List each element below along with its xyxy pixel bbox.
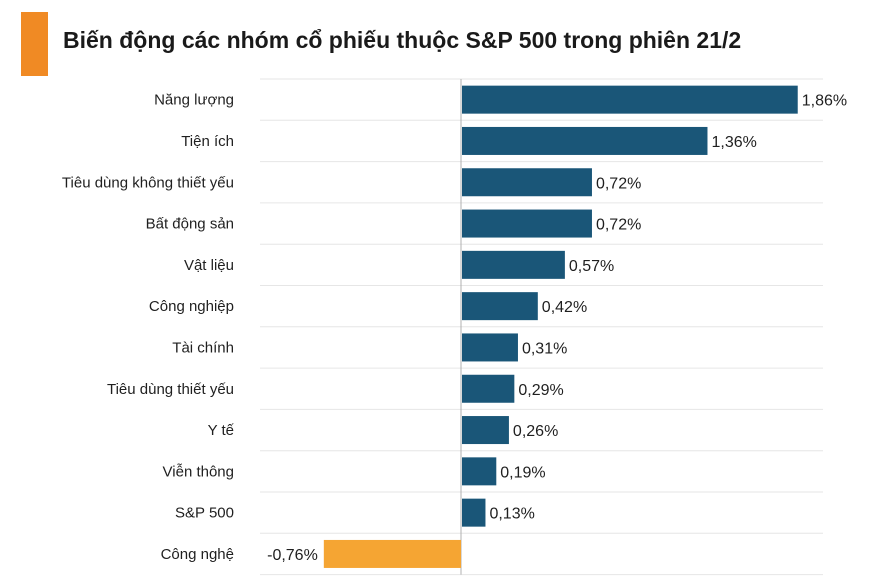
bar xyxy=(462,457,497,486)
category-label: Tiêu dùng không thiết yếu xyxy=(62,174,234,191)
data-label: 0,57% xyxy=(569,258,614,275)
category-label: Công nghệ xyxy=(161,546,234,563)
bar xyxy=(462,374,515,403)
bar xyxy=(462,85,798,114)
bars xyxy=(323,85,798,568)
labels: Năng lượng 1,86% Tiện ích 1,36% Tiêu dùng kh… xyxy=(62,92,847,564)
bar xyxy=(462,126,708,155)
data-label: 0,31% xyxy=(522,340,567,357)
bar xyxy=(462,250,565,279)
bar xyxy=(462,168,592,197)
category-label: Tiện ích xyxy=(181,133,234,150)
data-label: -0,76% xyxy=(267,547,318,564)
category-label: Bất động sản xyxy=(146,216,234,233)
data-label: 0,42% xyxy=(542,299,587,316)
category-label: Năng lượng xyxy=(154,92,234,109)
data-label: 0,13% xyxy=(489,506,534,523)
bar xyxy=(462,292,538,321)
category-label: Viễn thông xyxy=(163,463,234,480)
category-label: S&P 500 xyxy=(175,505,234,522)
bar xyxy=(323,539,461,568)
data-label: 0,29% xyxy=(518,382,563,399)
bar xyxy=(462,416,509,445)
bar xyxy=(462,209,592,238)
bar xyxy=(462,498,486,527)
data-label: 0,72% xyxy=(596,175,641,192)
data-label: 0,26% xyxy=(513,423,558,440)
gridlines xyxy=(260,78,823,576)
data-label: 1,86% xyxy=(802,93,847,110)
data-label: 1,36% xyxy=(711,134,756,151)
category-label: Tài chính xyxy=(172,339,234,356)
data-label: 0,19% xyxy=(500,464,545,481)
title-accent-bar xyxy=(21,12,48,76)
bar xyxy=(462,333,518,362)
data-label: 0,72% xyxy=(596,217,641,234)
category-label: Công nghiệp xyxy=(149,298,234,315)
chart-title: Biến động các nhóm cổ phiếu thuộc S&P 50… xyxy=(63,27,742,53)
category-label: Y tế xyxy=(208,422,235,439)
category-label: Vật liệu xyxy=(184,257,234,274)
category-label: Tiêu dùng thiết yếu xyxy=(107,381,234,398)
